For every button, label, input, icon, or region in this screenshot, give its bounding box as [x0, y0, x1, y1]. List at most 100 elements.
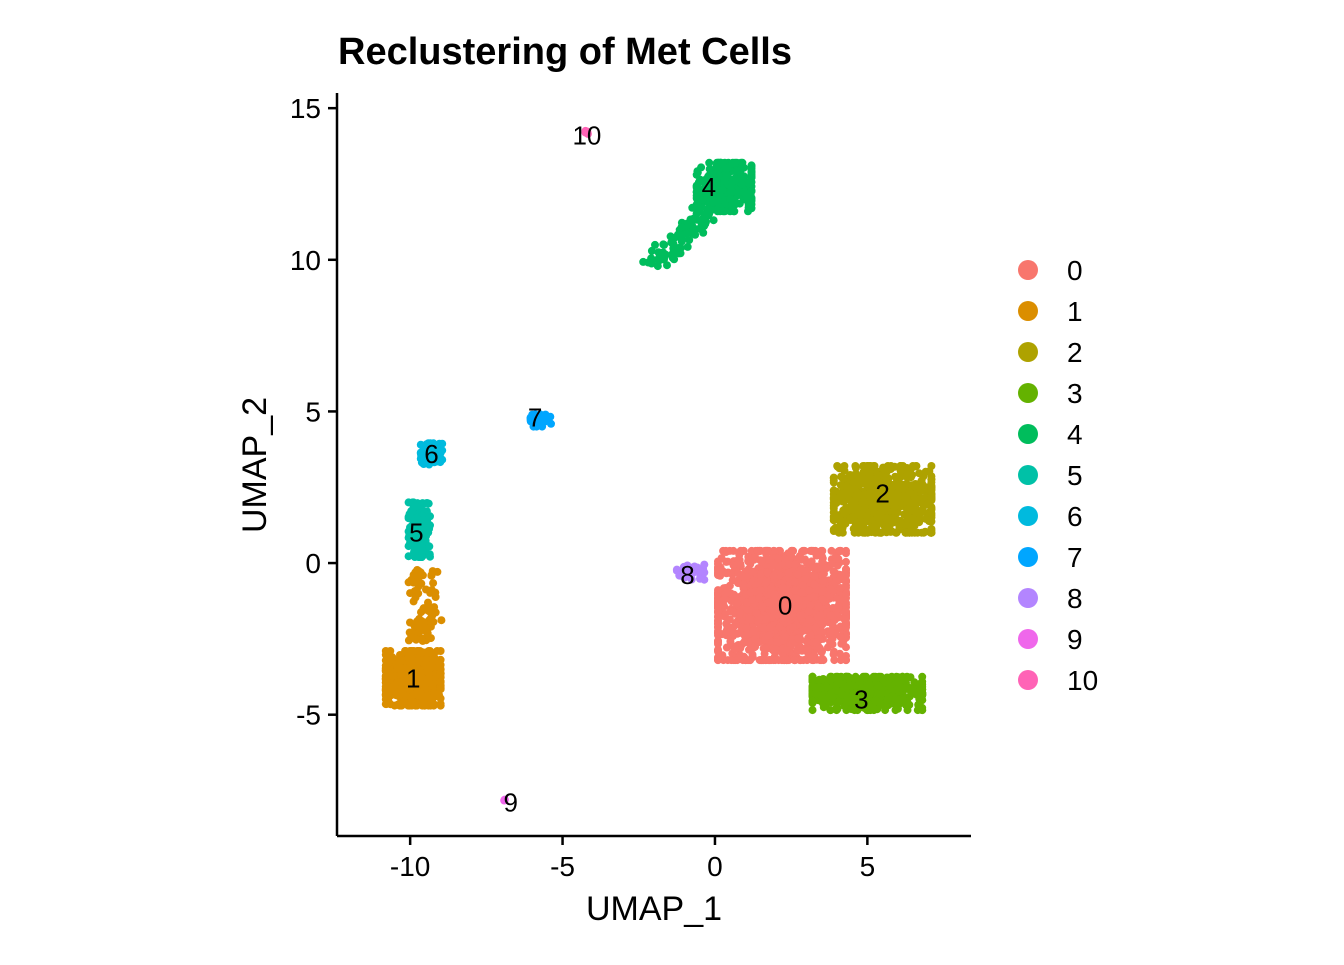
point-cluster-0: [781, 632, 789, 641]
point-cluster-0: [754, 638, 763, 647]
point-cluster-1: [414, 655, 423, 664]
point-cluster-4: [722, 164, 731, 173]
point-cluster-0: [818, 587, 826, 596]
point-cluster-3: [884, 693, 893, 702]
point-cluster-0: [723, 656, 732, 665]
point-cluster-7: [536, 420, 545, 428]
point-cluster-4: [713, 192, 722, 201]
point-cluster-0: [826, 628, 835, 637]
point-cluster-5: [419, 523, 427, 532]
point-cluster-4: [709, 216, 718, 225]
point-cluster-1: [419, 626, 428, 635]
cluster-label-6: 6: [424, 439, 438, 469]
point-cluster-0: [714, 602, 722, 610]
point-cluster-1: [407, 632, 416, 641]
point-cluster-2: [918, 508, 927, 517]
legend-swatch: [1018, 506, 1038, 526]
point-cluster-4: [660, 240, 669, 249]
point-cluster-0: [783, 614, 792, 623]
cluster-label-10: 10: [572, 121, 601, 151]
point-cluster-4: [718, 206, 727, 215]
legend-swatch: [1018, 465, 1038, 485]
cluster-label-8: 8: [680, 560, 694, 590]
point-cluster-3: [899, 696, 908, 705]
point-cluster-2: [829, 493, 838, 502]
point-cluster-1: [418, 648, 427, 657]
point-cluster-2: [909, 462, 918, 471]
point-cluster-5: [415, 553, 424, 561]
legend: 0 1 2 3 4 5 6 7 8 9 10: [1018, 255, 1098, 696]
point-cluster-0: [780, 555, 789, 564]
point-cluster-0: [842, 576, 850, 585]
point-cluster-0: [800, 626, 809, 635]
point-cluster-0: [756, 586, 765, 595]
point-cluster-1: [422, 654, 431, 663]
point-cluster-0: [826, 585, 835, 594]
point-cluster-10: [581, 128, 590, 137]
point-cluster-0: [829, 567, 838, 576]
point-cluster-1: [424, 601, 433, 610]
point-cluster-3: [815, 675, 824, 684]
point-cluster-9: [500, 795, 509, 804]
point-cluster-4: [685, 236, 694, 244]
point-cluster-1: [427, 613, 435, 622]
legend-label: 8: [1067, 583, 1083, 614]
point-cluster-0: [808, 546, 817, 555]
series-cluster-2: [829, 462, 936, 537]
point-cluster-2: [897, 519, 905, 528]
point-cluster-0: [810, 571, 819, 580]
legend-label: 10: [1067, 665, 1098, 696]
point-cluster-1: [409, 647, 418, 655]
point-cluster-2: [927, 485, 936, 494]
point-cluster-4: [704, 188, 712, 197]
point-cluster-0: [808, 652, 817, 661]
point-cluster-2: [851, 463, 860, 472]
point-cluster-0: [793, 570, 802, 579]
point-cluster-3: [853, 706, 862, 715]
point-cluster-2: [829, 478, 838, 487]
point-cluster-0: [802, 637, 811, 646]
point-cluster-2: [834, 528, 843, 537]
point-cluster-0: [812, 638, 820, 647]
point-cluster-1: [401, 647, 410, 655]
point-cluster-3: [878, 688, 887, 697]
point-cluster-1: [406, 589, 415, 598]
point-cluster-0: [717, 554, 726, 563]
point-cluster-1: [381, 656, 390, 665]
point-cluster-0: [748, 567, 757, 576]
point-cluster-1: [436, 685, 445, 694]
point-cluster-2: [904, 513, 913, 522]
point-cluster-0: [714, 636, 722, 645]
point-cluster-1: [414, 571, 423, 580]
point-cluster-1: [381, 684, 390, 693]
point-cluster-0: [714, 619, 722, 628]
point-cluster-5: [421, 516, 430, 525]
point-cluster-4: [695, 224, 704, 233]
legend-swatch: [1018, 547, 1038, 567]
point-cluster-2: [905, 488, 914, 497]
point-cluster-2: [883, 466, 892, 475]
point-cluster-5: [406, 538, 415, 547]
point-cluster-1: [388, 672, 397, 681]
point-cluster-0: [730, 608, 739, 617]
point-cluster-2: [829, 508, 838, 517]
point-cluster-2: [891, 472, 900, 481]
point-cluster-6: [438, 439, 447, 448]
point-cluster-4: [746, 189, 755, 198]
point-cluster-0: [748, 653, 757, 662]
point-cluster-2: [880, 486, 889, 495]
point-cluster-2: [842, 507, 851, 516]
point-cluster-0: [827, 546, 836, 555]
point-cluster-1: [396, 700, 405, 709]
legend-item-0: 0: [1018, 255, 1083, 286]
point-cluster-2: [890, 482, 898, 491]
point-cluster-0: [836, 656, 845, 665]
point-cluster-2: [861, 528, 870, 537]
point-cluster-0: [829, 622, 837, 631]
point-cluster-2: [874, 471, 883, 480]
series-cluster-5: [404, 498, 434, 561]
point-cluster-4: [651, 240, 659, 249]
point-cluster-0: [744, 556, 753, 565]
point-cluster-2: [839, 474, 848, 483]
point-cluster-0: [829, 650, 838, 659]
